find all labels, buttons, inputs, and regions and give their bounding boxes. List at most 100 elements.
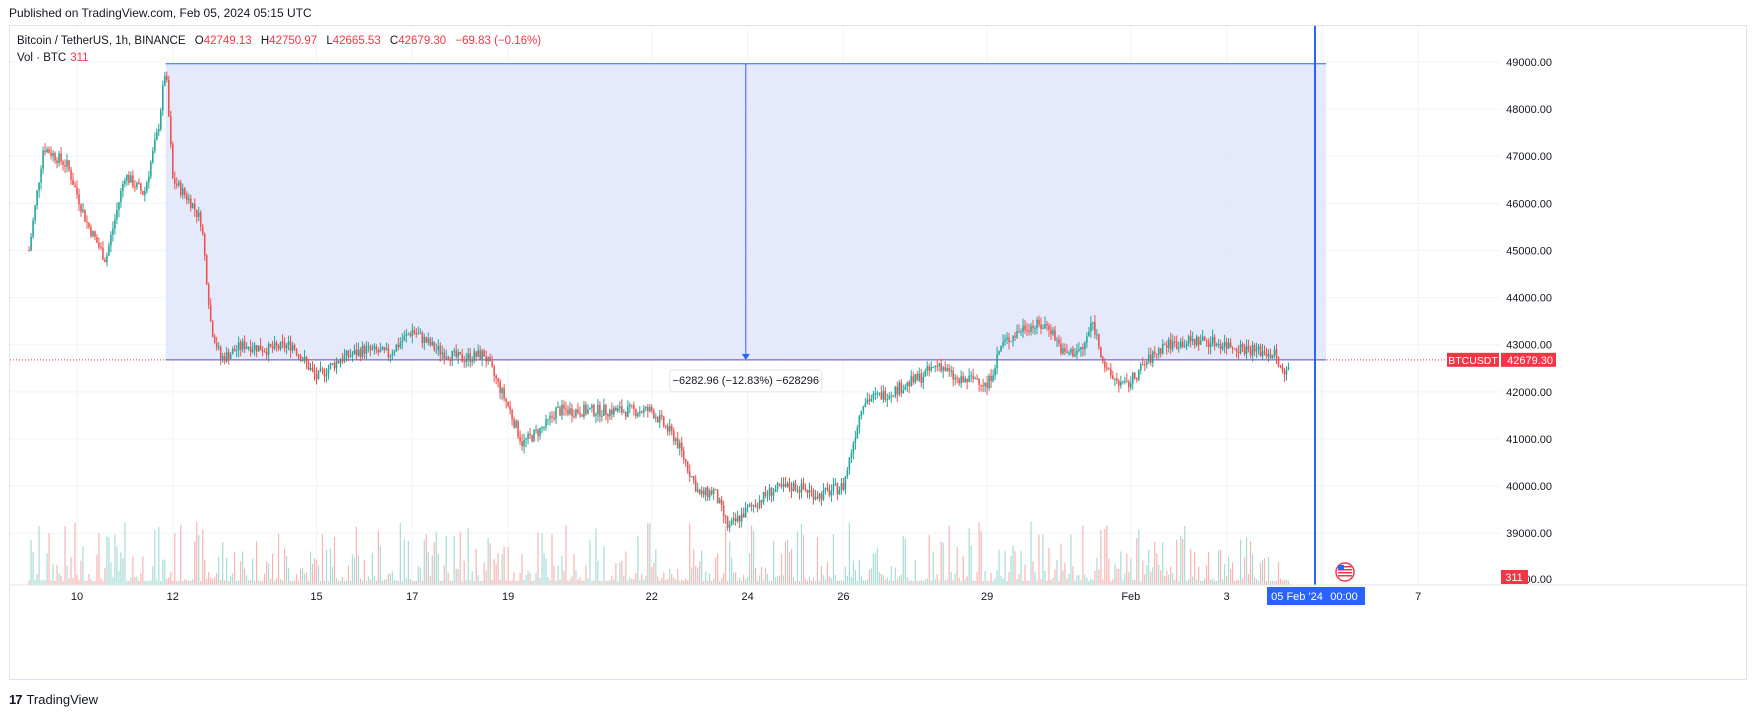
volume-bar	[246, 575, 248, 585]
volume-bar	[252, 558, 254, 585]
volume-bar	[399, 523, 401, 585]
candle-body	[946, 368, 948, 371]
candle-body	[531, 435, 533, 442]
volume-bar	[591, 580, 593, 585]
volume-bar	[1174, 579, 1176, 585]
volume-bar	[970, 545, 972, 585]
candle-body	[1149, 354, 1152, 363]
volume-bar	[830, 578, 833, 585]
candle-body	[974, 378, 976, 380]
candle-body	[926, 366, 929, 371]
symbol-price-tag	[1447, 352, 1499, 367]
volume-bar	[848, 523, 850, 585]
volume-bar	[487, 537, 489, 585]
volume-bar	[619, 562, 621, 585]
volume-bar	[651, 567, 653, 585]
candle-body	[281, 341, 284, 343]
volume-bar	[653, 563, 655, 585]
volume-bar	[178, 580, 180, 585]
volume-bar	[1198, 566, 1200, 585]
candle-body	[678, 442, 681, 448]
candle-body	[557, 407, 559, 409]
candle-body	[573, 416, 575, 418]
candle-body	[826, 487, 829, 490]
symbol-name[interactable]: Bitcoin / TetherUS, 1h, BINANCE	[17, 35, 186, 47]
volume-bar	[60, 575, 62, 585]
candle-body	[104, 259, 106, 263]
volume-bar	[417, 566, 419, 585]
candle-body	[1155, 353, 1158, 355]
open-label: O	[194, 35, 204, 47]
time-tick-label: 3	[1224, 591, 1230, 603]
candle-body	[48, 149, 50, 154]
symbol-legend: Bitcoin / TetherUS, 1h, BINANCE O42749.1…	[17, 35, 541, 47]
candle-body	[734, 518, 737, 522]
candle-body	[1076, 350, 1078, 355]
volume-bar	[303, 573, 306, 585]
tradingview-logo[interactable]: 17 TradingView	[9, 692, 98, 707]
volume-bar	[118, 570, 120, 585]
candle-body	[567, 410, 569, 415]
volume-bar	[499, 579, 501, 585]
volume-bar	[423, 540, 425, 585]
volume-bar	[1253, 577, 1256, 585]
volume-bar	[1112, 579, 1114, 585]
candle-body	[265, 351, 268, 355]
candles	[28, 71, 1290, 533]
candle-body	[1078, 349, 1080, 351]
volume-bar	[1178, 580, 1180, 585]
candle-body	[142, 190, 144, 195]
candle-body	[549, 415, 551, 419]
candle-body	[1169, 339, 1172, 350]
candle-body	[736, 516, 739, 522]
candle-body	[383, 347, 386, 350]
volume-bar	[776, 576, 779, 585]
candle-body	[968, 375, 970, 383]
candle-body	[940, 363, 942, 371]
volume-bar	[1214, 580, 1216, 585]
candle-body	[541, 427, 543, 429]
candle-body	[684, 459, 687, 462]
candle-body	[477, 350, 479, 357]
candle-body	[980, 384, 982, 386]
candle-body	[110, 234, 112, 246]
candle-body	[988, 375, 990, 388]
volume-bar	[44, 580, 46, 585]
volume-bar	[36, 574, 38, 585]
volume-bar	[990, 572, 992, 585]
volume-bar	[431, 555, 433, 585]
candle-body	[156, 131, 158, 140]
volume-bar	[537, 532, 539, 585]
candle-body	[1072, 349, 1074, 357]
candle-body	[371, 348, 374, 350]
candle-body	[670, 425, 673, 431]
volume-bar	[162, 559, 164, 585]
volume-bar	[1168, 574, 1170, 585]
candle-body	[441, 352, 444, 355]
volume-bar	[190, 581, 192, 585]
candle-body	[1064, 348, 1066, 352]
volume-bar	[1247, 574, 1250, 585]
volume-bar	[50, 580, 52, 585]
volume-bar	[1066, 579, 1068, 585]
volume-bar	[747, 577, 749, 585]
volume-bar	[1216, 581, 1218, 585]
volume-bar	[218, 556, 220, 585]
volume-bar	[862, 580, 864, 585]
candle-body	[1159, 348, 1162, 354]
us-flag-icon[interactable]	[1335, 562, 1355, 582]
volume-bar	[377, 530, 379, 585]
volume-bar	[858, 560, 860, 585]
volume-bar	[122, 558, 124, 585]
volume-bar	[774, 577, 777, 585]
chart-frame[interactable]	[9, 25, 1747, 680]
candle-body	[575, 409, 577, 417]
volume-label[interactable]: Vol · BTC	[17, 52, 67, 64]
candle-body	[894, 386, 897, 397]
candle-body	[247, 346, 250, 348]
candle-body	[311, 367, 314, 370]
volume-bar	[70, 556, 72, 585]
volume-bar	[1100, 529, 1102, 585]
volume-bar	[152, 566, 154, 585]
